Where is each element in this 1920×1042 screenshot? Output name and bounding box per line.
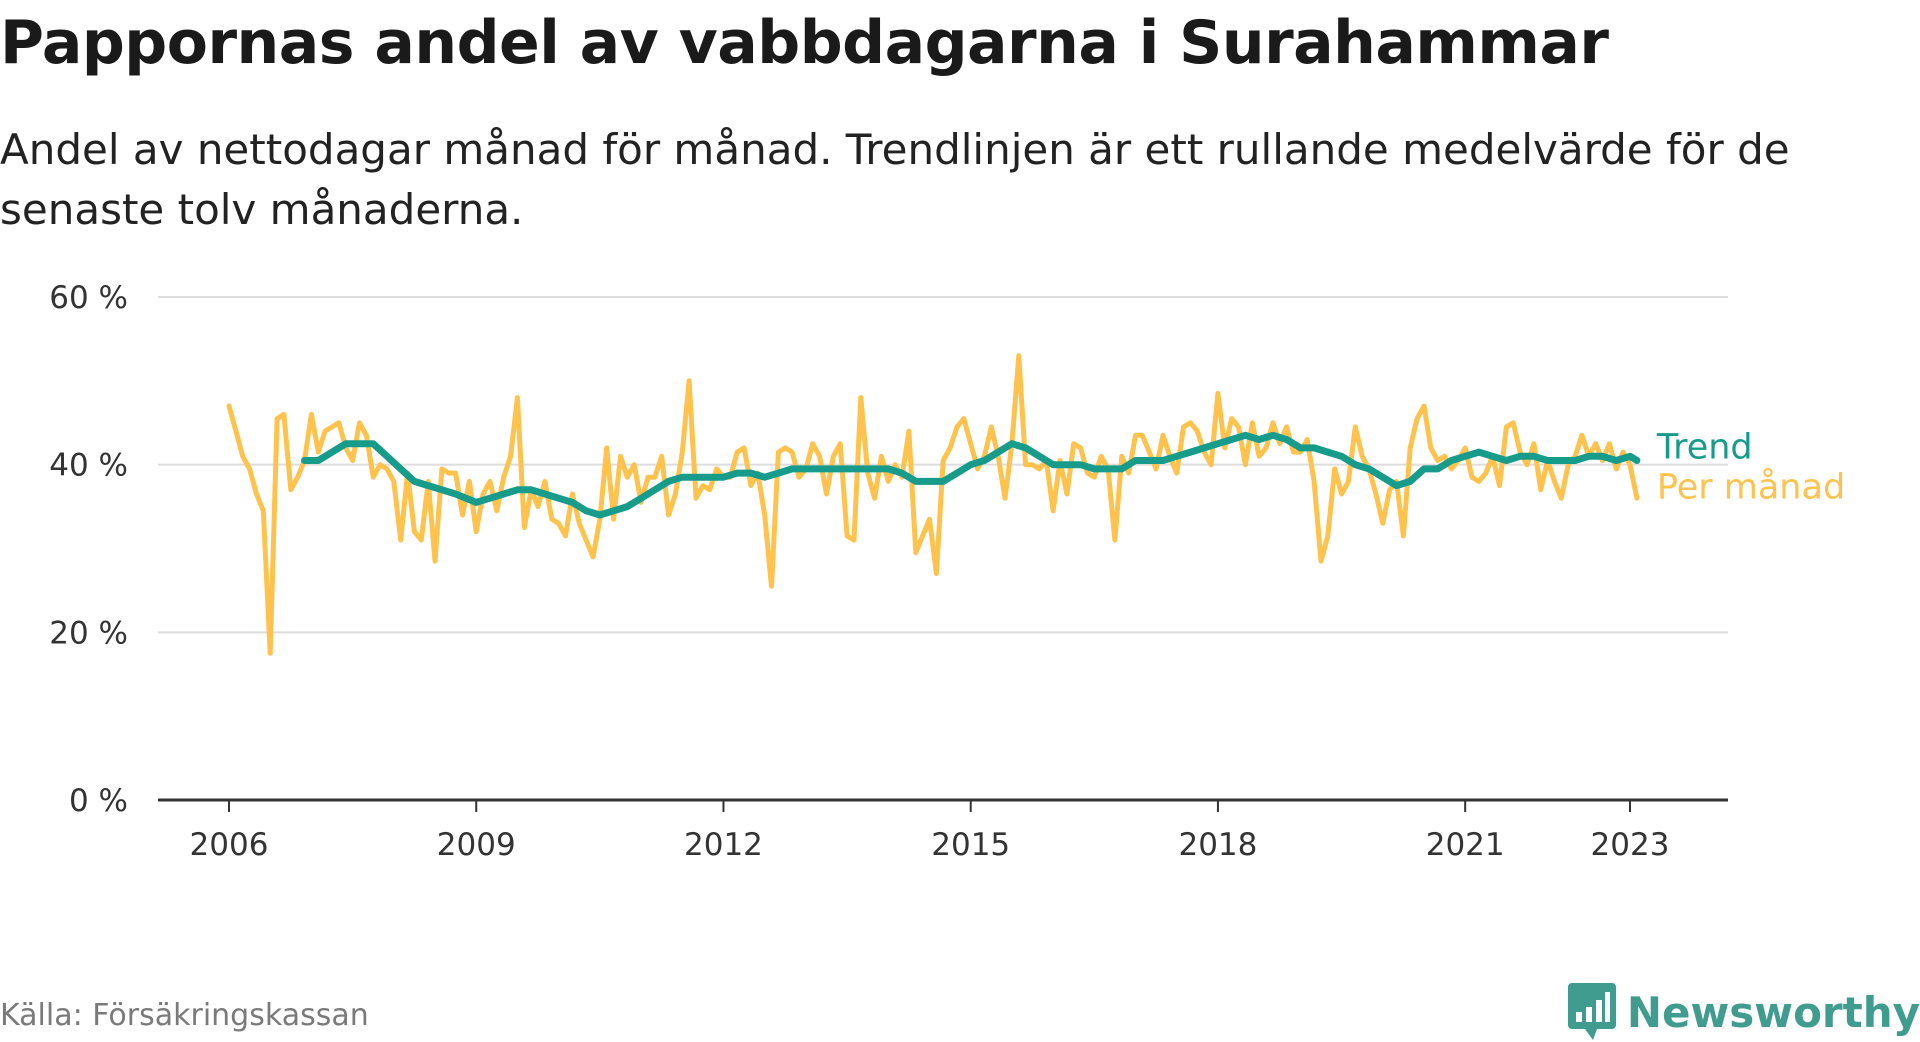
series-label: Per månad <box>1657 466 1845 507</box>
y-tick-label: 0 % <box>69 783 128 819</box>
x-tick-label: 2009 <box>437 827 516 863</box>
monthly-series-line <box>226 353 1640 656</box>
x-axis: 2006 2009 2012 2015 2018 2021 2023 <box>158 798 1728 863</box>
y-tick-label: 60 % <box>49 280 128 316</box>
x-tick-label: 2023 <box>1591 827 1670 863</box>
source-note: Källa: Försäkringskassan <box>0 998 369 1033</box>
line-chart: 0 % 20 % 40 % 60 % 2006 2009 2012 2015 2018 2021… <box>49 280 1845 863</box>
brand-logo: Newsworthy <box>1567 982 1920 1042</box>
x-tick-label: 2018 <box>1178 827 1257 863</box>
x-tick-label: 2015 <box>931 827 1010 863</box>
x-tick-label: 2012 <box>684 827 763 863</box>
y-tick-label: 40 % <box>49 448 128 484</box>
y-tick-label: 20 % <box>49 615 128 651</box>
newsworthy-logo-icon <box>1567 983 1616 1040</box>
series-lines <box>226 353 1641 656</box>
trend-series-line <box>301 431 1641 519</box>
series-label: Trend <box>1656 427 1753 467</box>
chart-title: Pappornas andel av vabbdagarna i Suraham… <box>0 8 1609 78</box>
brand-name: Newsworthy <box>1626 987 1920 1037</box>
x-tick-label: 2006 <box>190 827 269 863</box>
x-tick-label: 2021 <box>1426 827 1505 863</box>
chart-subtitle: Andel av nettodagar månad för månad. Tre… <box>0 125 1790 234</box>
y-axis-labels: 0 % 20 % 40 % 60 % <box>49 280 128 819</box>
